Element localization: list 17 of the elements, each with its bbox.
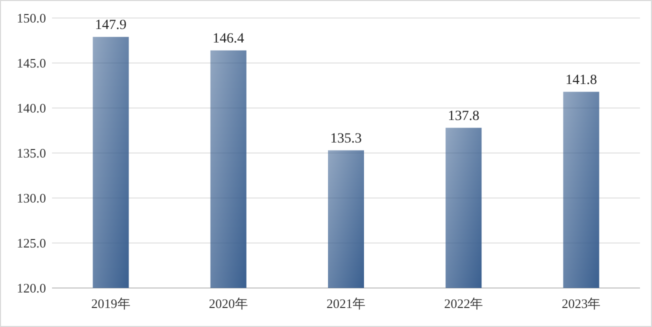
y-tick-label: 135.0 [16, 146, 46, 160]
y-tick-label: 145.0 [16, 56, 46, 70]
data-label: 137.8 [448, 108, 480, 124]
data-label: 146.4 [212, 31, 244, 46]
y-tick-label: 120.0 [16, 280, 46, 296]
x-tick-label: 2020年 [208, 296, 248, 311]
y-tick-label: 125.0 [16, 236, 46, 250]
y-tick-label: 130.0 [16, 190, 46, 206]
data-label: 141.8 [565, 72, 597, 88]
x-tick-label: 2023年 [562, 296, 601, 311]
data-label: 135.3 [330, 131, 362, 146]
data-label: 147.9 [95, 18, 127, 33]
x-tick-label: 2022年 [444, 296, 484, 311]
x-tick-label: 2019年 [91, 296, 130, 311]
y-tick-label: 140.0 [16, 100, 46, 116]
x-tick-label: 2021年 [326, 296, 366, 311]
y-tick-label: 150.0 [16, 10, 46, 26]
